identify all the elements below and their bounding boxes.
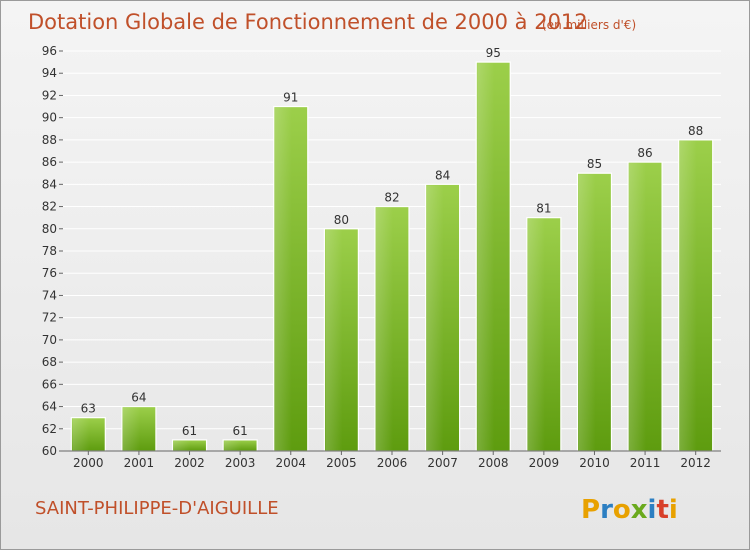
y-tick-label: 96 [42,44,57,58]
bar-highlight [122,407,140,451]
x-tick-label: 2011 [630,456,661,470]
data-label: 95 [486,46,501,60]
y-tick-label: 90 [42,111,57,125]
bar-highlight [578,174,596,451]
y-tick-label: 60 [42,444,57,458]
bar-highlight [629,163,647,451]
y-tick-label: 84 [42,177,57,191]
y-tick-label: 74 [42,288,57,302]
y-tick-label: 64 [42,400,57,414]
y-tick-label: 82 [42,200,57,214]
bar-highlight [325,229,343,451]
y-tick-label: 68 [42,355,57,369]
place-name: SAINT-PHILIPPE-D'AIGUILLE [35,498,279,519]
data-label: 61 [233,424,248,438]
y-tick-label: 86 [42,155,57,169]
data-label: 64 [131,391,146,405]
y-tick-label: 70 [42,333,57,347]
x-tick-label: 2010 [579,456,610,470]
bars [70,61,714,452]
data-label: 88 [688,124,703,138]
bar-highlight [224,440,242,451]
data-label: 85 [587,157,602,171]
y-tick-label: 76 [42,266,57,280]
y-axis-ticks: 60 62 64 66 68 70 72 74 76 78 80 82 84 86 88 90 92 94 96 [42,44,63,458]
bar-highlight [679,140,697,451]
data-label: 86 [637,146,652,160]
logo-text: Proxiti [581,495,678,525]
data-label: 81 [536,202,551,216]
x-axis-ticks: 2000 2001 2002 2003 2004 2005 2006 2007 2008 2009… [73,451,711,470]
data-labels: 63 64 61 61 91 80 82 84 95 81 85 86 88 [81,46,704,438]
x-tick-label: 2009 [529,456,560,470]
data-label: 63 [81,402,96,416]
data-label: 91 [283,91,298,105]
x-tick-label: 2012 [680,456,711,470]
y-tick-label: 94 [42,66,57,80]
bar-highlight [72,418,90,451]
bar-highlight [527,218,545,451]
data-label: 80 [334,213,349,227]
data-label: 84 [435,168,450,182]
y-tick-label: 62 [42,422,57,436]
x-tick-label: 2003 [225,456,256,470]
x-tick-label: 2000 [73,456,104,470]
bar-highlight [173,440,191,451]
bar-highlight [477,63,495,451]
x-tick-label: 2002 [174,456,205,470]
y-tick-label: 78 [42,244,57,258]
bar-highlight [376,207,393,451]
y-tick-label: 92 [42,88,57,102]
x-tick-label: 2007 [427,456,458,470]
y-tick-label: 88 [42,133,57,147]
data-label: 82 [384,191,399,205]
x-tick-label: 2005 [326,456,357,470]
x-tick-label: 2006 [377,456,408,470]
data-label: 61 [182,424,197,438]
y-tick-label: 72 [42,311,57,325]
x-tick-label: 2008 [478,456,509,470]
proxiti-logo: Proxiti [581,495,678,525]
y-tick-label: 80 [42,222,57,236]
x-tick-label: 2001 [124,456,155,470]
y-tick-label: 66 [42,377,57,391]
chart-unit: (en milliers d'€) [542,18,636,32]
x-tick-label: 2004 [275,456,306,470]
bar-highlight [274,107,292,452]
bar-highlight [426,185,444,452]
chart-title: Dotation Globale de Fonctionnement de 20… [28,10,588,34]
